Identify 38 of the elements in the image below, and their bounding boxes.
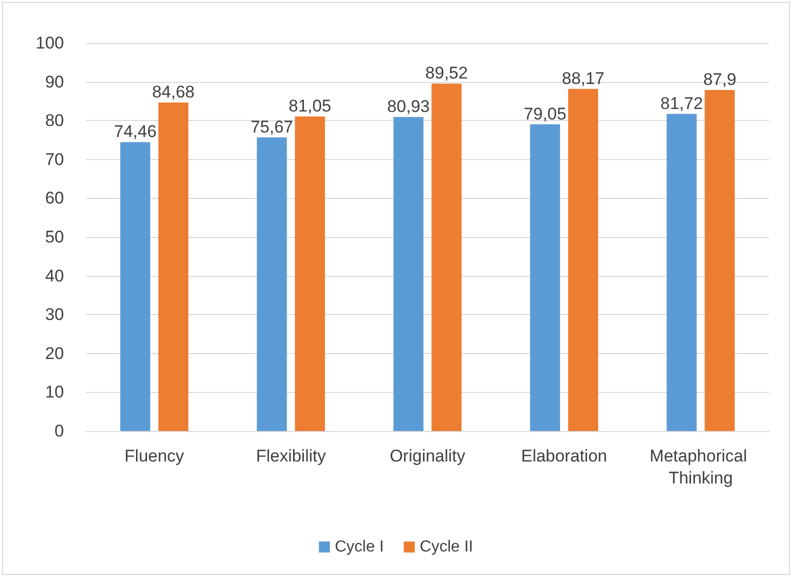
y-tick-label: 80	[45, 111, 64, 130]
data-label: 81,05	[288, 96, 332, 116]
data-label: 87,9	[703, 70, 736, 89]
legend-label: Cycle II	[420, 538, 474, 556]
x-tick-label: Flexibility	[256, 446, 326, 466]
data-label: 89,52	[425, 64, 468, 83]
x-tick-label: Elaboration	[521, 446, 608, 466]
y-tick-label: 40	[45, 266, 64, 286]
y-tick-label: 50	[45, 228, 64, 246]
y-tick-label: 60	[45, 188, 64, 208]
y-tick-label: 30	[45, 305, 64, 324]
y-tick-label: 90	[45, 72, 64, 92]
bar	[530, 124, 560, 431]
bar	[568, 88, 598, 431]
bar	[704, 90, 735, 431]
bar	[432, 84, 462, 431]
y-tick-label: 0	[54, 422, 64, 440]
bar	[158, 102, 188, 431]
bar	[294, 116, 325, 431]
y-tick-label: 10	[45, 382, 64, 402]
data-label: 84,68	[152, 82, 195, 102]
data-label: 79,05	[524, 104, 566, 124]
x-tick-label: Originality	[390, 446, 466, 466]
legend-label: Cycle I	[334, 538, 384, 556]
y-tick-label: 70	[45, 150, 64, 169]
data-label: 88,17	[562, 68, 604, 88]
y-tick-label: 20	[45, 344, 64, 363]
x-tick-label: Fluency	[124, 446, 185, 466]
bar	[120, 142, 150, 431]
data-label: 75,67	[250, 117, 294, 136]
x-tick-label: Metaphorical Thinking	[650, 446, 752, 488]
bar	[393, 116, 424, 431]
data-label: 80,93	[387, 96, 430, 116]
data-label: 74,46	[114, 122, 157, 142]
data-label: 81,72	[660, 94, 703, 113]
bar	[256, 137, 287, 431]
y-tick-label: 100	[36, 34, 64, 52]
bar	[666, 114, 697, 431]
